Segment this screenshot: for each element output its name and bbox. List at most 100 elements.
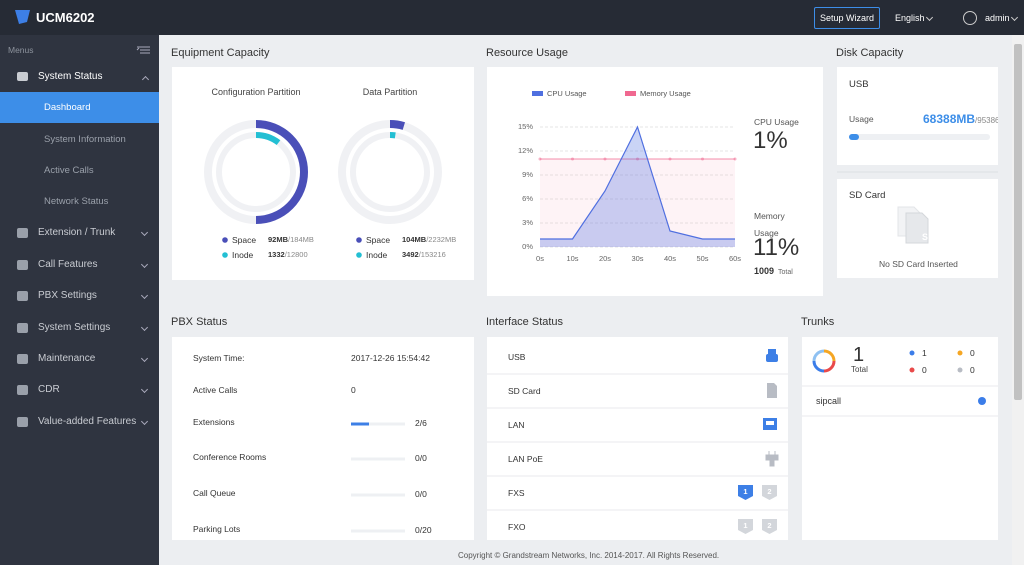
progress-track	[351, 422, 405, 426]
status-value: 2/6	[415, 417, 427, 428]
total-value: /153216	[418, 250, 446, 259]
equipment-panel	[172, 67, 474, 280]
y-tick-label: 0%	[522, 242, 533, 251]
progress-track	[351, 457, 405, 461]
menu-item[interactable]: CDR	[38, 384, 60, 395]
menu-item[interactable]: PBX Settings	[38, 290, 97, 301]
menu-item[interactable]: Maintenance	[38, 353, 96, 364]
submenu-item[interactable]: System Information	[44, 134, 126, 145]
legend-swatch	[625, 91, 636, 96]
used-value: 92MB	[268, 235, 289, 244]
y-tick-label: 9%	[522, 170, 533, 179]
setup-wizard-button[interactable]: Setup Wizard	[814, 7, 880, 29]
submenu-item[interactable]: Active Calls	[44, 165, 94, 176]
x-tick-label: 40s	[664, 254, 676, 263]
trunk-name[interactable]: sipcall	[816, 396, 842, 406]
y-tick-label: 12%	[518, 146, 533, 155]
current-value: 0	[415, 488, 420, 499]
usb-icon	[766, 349, 778, 362]
status-label: Active Calls	[193, 384, 238, 395]
submenu-item[interactable]: Network Status	[44, 196, 109, 207]
active-menu-highlight	[0, 92, 159, 123]
interface-label: LAN	[508, 419, 525, 430]
series-point	[733, 157, 737, 161]
sd-icon	[767, 383, 777, 398]
usb-usage-label: Usage	[849, 114, 874, 124]
total-value: /2232MB	[426, 235, 457, 244]
collapse-icon[interactable]	[136, 46, 150, 54]
menu-item[interactable]: Call Features	[38, 259, 98, 270]
usb-title: USB	[849, 79, 869, 90]
total-value: /12800	[284, 250, 308, 259]
status-value: 0	[351, 384, 356, 395]
menus-title: Menus	[8, 45, 34, 55]
trunks-total-label: Total	[851, 365, 868, 374]
trunk-count: 0	[922, 364, 927, 375]
current-value: 0	[415, 524, 420, 535]
status-label: Call Queue	[193, 487, 236, 498]
status-value: 2017-12-26 15:54:42	[351, 352, 430, 363]
current-value: 0	[415, 452, 420, 463]
total-value: /0	[419, 452, 427, 463]
status-value: 0/20	[415, 524, 432, 535]
y-tick-label: 15%	[518, 122, 533, 131]
trunk-count: 0	[970, 347, 975, 358]
trunk-legend-dot	[909, 350, 915, 356]
total-value: /20	[419, 524, 432, 535]
legend-label: Space	[232, 234, 257, 245]
section-title: Equipment Capacity	[171, 47, 270, 59]
pbx-panel	[172, 337, 474, 540]
trunk-count: 1	[922, 347, 927, 358]
interface-label: LAN PoE	[508, 453, 543, 464]
legend-value: 1332/12800	[268, 251, 308, 259]
language-select[interactable]: English	[895, 13, 925, 23]
status-value: 0/0	[415, 452, 427, 463]
menu-item[interactable]: Value-added Features	[38, 416, 137, 427]
footer: Copyright © Grandstream Networks, Inc. 2…	[458, 551, 720, 560]
legend-dot	[356, 252, 362, 258]
status-label: Conference Rooms	[193, 451, 267, 462]
x-tick-label: 50s	[696, 254, 708, 263]
logo	[15, 10, 30, 24]
series-point	[571, 157, 574, 161]
menu-item[interactable]: Extension / Trunk	[38, 227, 116, 238]
scrollbar-thumb[interactable]	[1014, 44, 1022, 400]
section-title: Resource Usage	[486, 47, 568, 59]
legend-label: CPU Usage	[547, 89, 587, 98]
menu-item[interactable]: System Settings	[38, 322, 111, 333]
section-title: Interface Status	[486, 316, 564, 328]
memory-value: 11%	[753, 234, 800, 261]
status-label: System Time:	[193, 352, 245, 363]
menu-icon	[17, 385, 28, 395]
menu-group[interactable]: System Status	[38, 71, 103, 82]
usb-usage: 68388MB/95386	[923, 112, 998, 128]
submenu-item[interactable]: Dashboard	[44, 102, 91, 113]
port-badge	[762, 485, 777, 500]
legend-label: Inode	[366, 249, 388, 260]
x-tick-label: 0s	[536, 254, 544, 263]
user-menu[interactable]: admin	[985, 13, 1010, 23]
sd-card-illustration	[897, 206, 929, 244]
current-value: 2	[415, 417, 420, 428]
menu-icon	[17, 354, 28, 364]
status-label: Extensions	[193, 416, 235, 427]
interface-label: SD Card	[508, 385, 541, 396]
x-tick-label: 20s	[599, 254, 611, 263]
interface-label: FXO	[508, 521, 526, 532]
x-tick-label: 60s	[729, 254, 741, 263]
trunk-legend-dot	[957, 350, 963, 356]
used-value: 104MB	[402, 235, 427, 244]
usb-panel	[837, 67, 998, 165]
usb-progress-track	[849, 134, 990, 140]
usb-progress-fill	[849, 134, 859, 140]
memory-label: Memory Usage	[754, 211, 785, 238]
ring-track	[216, 132, 296, 212]
status-value: 0/0	[415, 488, 427, 499]
legend-label: Space	[366, 234, 391, 245]
ring-track	[350, 132, 430, 212]
poe-icon	[765, 451, 779, 467]
total-value: /184MB	[288, 235, 314, 244]
legend-value: 3492/153216	[402, 251, 446, 259]
progress-track	[351, 493, 405, 497]
